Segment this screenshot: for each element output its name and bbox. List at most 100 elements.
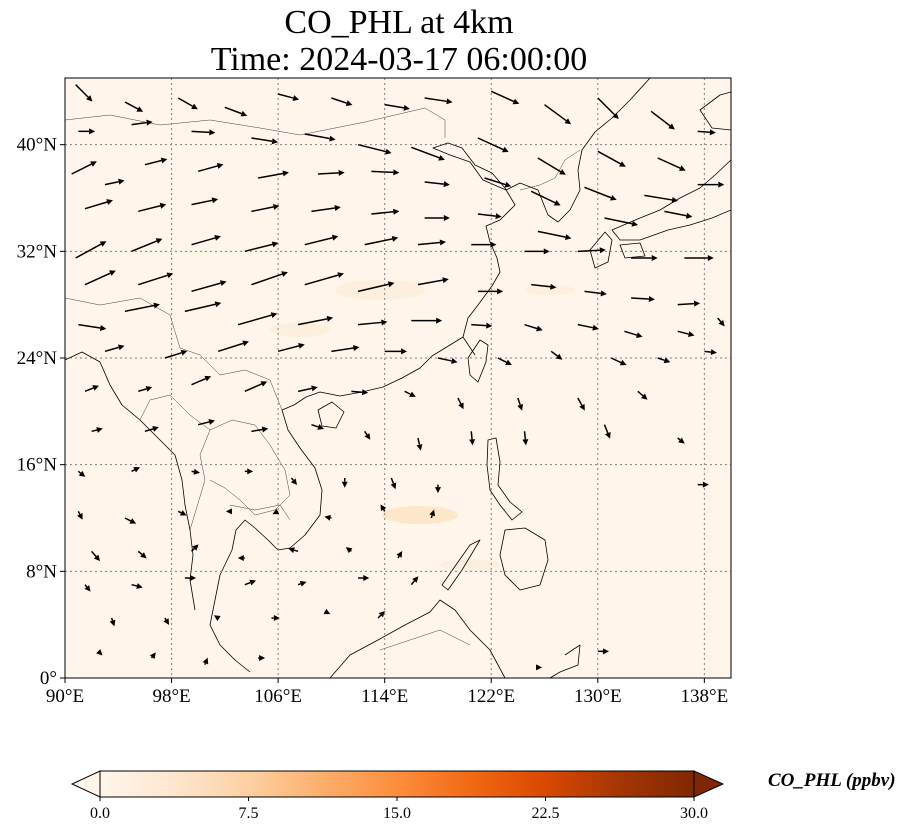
wind-arrow-head [396,551,403,558]
wind-arrow-shaft [91,429,98,433]
wind-arrow-shaft [371,211,394,215]
wind-arrow-shaft [717,317,722,323]
wind-arrow [191,197,219,206]
colorbar-tick-label: 0.0 [90,805,110,822]
wind-arrow [131,119,153,126]
wind-arrow-shaft [138,388,147,393]
colorbar-tick-label: 15.0 [383,805,411,822]
wind-arrow-shaft [357,321,382,326]
wind-arrow-shaft [191,130,210,134]
wind-arrow-head [651,255,658,261]
wind-arrow-head [179,510,187,516]
wind-arrow [163,617,170,625]
wind-arrow-shaft [657,357,665,362]
wind-arrow [437,357,458,364]
wind-arrow-shaft [104,180,119,186]
wind-arrow-head [641,393,648,400]
wind-arrow [603,424,611,439]
wind-arrow [144,425,159,433]
wind-arrow-head [718,319,725,327]
wind-arrow-shaft [364,238,393,246]
wind-arrow [390,477,397,490]
wind-arrow-head [612,112,619,119]
wind-arrow-shaft [677,330,689,335]
wind-arrow-shaft [191,199,213,206]
coast-taiwan [467,339,489,383]
wind-arrow [610,357,627,366]
wind-arrow [77,470,86,477]
wind-arrow-shaft [523,431,527,440]
wind-arrow-shaft [397,555,400,559]
wind-arrow-shaft [251,428,263,433]
lat-axis: 0° 8°N 16°N 24°N 32°N 40°N [17,135,65,689]
wind-arrow-shaft [84,272,111,286]
wind-arrow-head [403,104,410,111]
wind-arrow-head [106,199,113,205]
wind-arrow-head [159,202,167,209]
wind-arrow-head [326,315,334,322]
wind-arrow [657,357,671,364]
wind-arrow-head [619,359,627,366]
wind-arrow [677,437,685,444]
wind-arrow-head [190,575,197,581]
wind-arrow-head [619,161,626,167]
wind-arrow-shaft [84,584,88,588]
wind-arrow [411,146,445,161]
coast-japan-hokkaido [699,91,731,131]
wind-arrow [544,104,572,125]
coast-palawan [441,539,481,591]
wind-arrow-shaft [350,550,352,552]
wind-arrow [217,340,249,353]
wind-arrow [417,239,446,246]
lat-tick-label: 8°N [26,561,57,582]
wind-arrow [288,547,299,554]
wind-arrow [191,235,221,246]
wind-arrow [364,430,371,440]
wind-arrow-head [497,288,504,295]
wind-arrow [584,186,617,201]
wind-arrow-head [153,302,160,309]
wind-arrow-head [387,281,395,288]
wind-arrow-shaft [138,205,161,213]
wind-arrow [137,550,147,559]
wind-arrow-head [292,95,300,101]
map-time-subtitle: Time: 2024-03-17 06:00:00 [210,41,588,78]
wind-arrow [197,163,224,173]
coast-visayas-mindanao [499,527,549,591]
wind-arrow-shaft [217,342,244,353]
wind-arrow [697,181,725,188]
lat-tick-label: 16°N [17,455,58,476]
wind-arrow [416,437,423,451]
wind-arrow [597,97,619,119]
wind-arrow-head [299,580,307,587]
wind-arrow [577,247,606,254]
wind-arrow-head [298,342,305,349]
wind-arrow-head [282,170,289,177]
wind-arrow [144,157,168,166]
wind-arrow-shaft [150,656,153,659]
wind-arrow-shaft [424,181,444,185]
map-background [65,78,731,678]
wind-arrow-head [96,427,103,433]
wind-arrow-shaft [277,93,294,99]
wind-arrow-head [216,163,224,169]
wind-arrow-head [559,169,566,175]
wind-arrow-head [486,322,493,329]
wind-arrow [357,143,392,155]
wind-arrow [251,426,269,433]
wind-arrow [384,103,410,111]
wind-arrow-shaft [430,515,433,519]
wind-arrow-head [324,514,331,521]
wind-arrow [631,296,655,303]
wind-arrow-head [288,547,295,554]
wind-arrow-head [163,618,170,625]
lon-tick-label: 114°E [361,686,408,707]
wind-arrow-shaft [517,397,521,406]
wind-arrow-head [564,118,572,125]
wind-arrow-head [261,426,269,433]
coast-indochina [209,409,323,673]
coast-luzon [486,437,523,521]
wind-arrow-shaft [297,583,302,586]
wind-arrow [577,323,599,331]
